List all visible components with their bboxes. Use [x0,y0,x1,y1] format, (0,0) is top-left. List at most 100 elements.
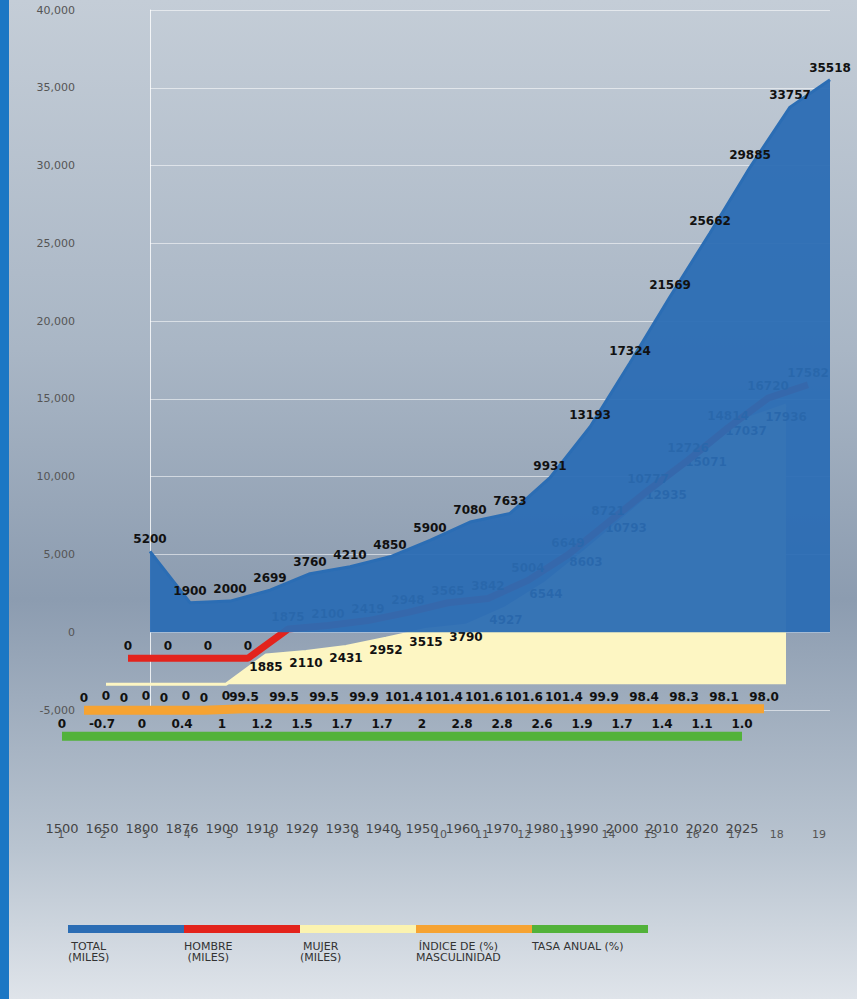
svg-text:2.6: 2.6 [531,717,552,731]
svg-text:1.1: 1.1 [691,717,712,731]
svg-text:1900: 1900 [205,821,238,836]
svg-text:16: 16 [686,828,700,841]
svg-text:1885: 1885 [249,660,282,674]
svg-text:MASCULINIDAD: MASCULINIDAD [416,951,501,964]
svg-text:18: 18 [770,828,784,841]
svg-text:101.6: 101.6 [505,690,543,704]
svg-text:98.3: 98.3 [669,690,699,704]
svg-text:35518: 35518 [809,61,851,75]
svg-text:33757: 33757 [769,88,811,102]
svg-text:101.4: 101.4 [545,690,583,704]
svg-text:12: 12 [517,828,531,841]
svg-text:17324: 17324 [609,344,651,358]
svg-text:1960: 1960 [445,821,478,836]
svg-text:2: 2 [100,828,107,841]
svg-text:0: 0 [222,689,230,703]
svg-text:1.7: 1.7 [611,717,632,731]
svg-text:4210: 4210 [333,548,366,562]
svg-text:101.6: 101.6 [465,690,503,704]
svg-text:0: 0 [142,689,150,703]
svg-text:3: 3 [142,828,149,841]
svg-text:0: 0 [58,717,66,731]
svg-text:9931: 9931 [533,459,566,473]
svg-text:25662: 25662 [689,214,731,228]
svg-text:0: 0 [80,691,88,705]
svg-text:98.0: 98.0 [749,690,779,704]
svg-text:(MILES): (MILES) [188,951,229,964]
svg-text:0.4: 0.4 [171,717,192,731]
svg-text:4: 4 [184,828,191,841]
svg-text:0: 0 [68,626,75,639]
svg-text:2952: 2952 [369,643,402,657]
svg-text:15: 15 [644,828,658,841]
svg-text:7080: 7080 [453,503,486,517]
svg-text:5,000: 5,000 [44,548,76,561]
svg-text:0: 0 [120,691,128,705]
svg-text:0: 0 [244,639,252,653]
svg-text:3790: 3790 [449,630,482,644]
svg-text:0: 0 [124,639,132,653]
svg-text:(MILES): (MILES) [68,951,109,964]
svg-text:10: 10 [433,828,447,841]
svg-text:1900: 1900 [173,584,206,598]
svg-text:0: 0 [200,691,208,705]
svg-text:2: 2 [418,717,426,731]
svg-text:29885: 29885 [729,148,771,162]
svg-text:10,000: 10,000 [37,470,76,483]
svg-text:98.1: 98.1 [709,690,739,704]
svg-text:99.9: 99.9 [589,690,619,704]
svg-text:3760: 3760 [293,555,326,569]
svg-text:8: 8 [352,828,359,841]
svg-text:1876: 1876 [165,821,198,836]
svg-text:0: 0 [102,689,110,703]
svg-text:4850: 4850 [373,538,406,552]
svg-text:99.5: 99.5 [269,690,299,704]
svg-text:13: 13 [559,828,573,841]
svg-text:3515: 3515 [409,635,442,649]
svg-text:17: 17 [728,828,742,841]
svg-text:20,000: 20,000 [37,315,76,328]
svg-text:35,000: 35,000 [37,81,76,94]
svg-text:19: 19 [812,828,826,841]
svg-text:0: 0 [182,689,190,703]
svg-text:2000: 2000 [213,582,246,596]
svg-text:6: 6 [268,828,275,841]
svg-text:1970: 1970 [485,821,518,836]
svg-text:0: 0 [138,717,146,731]
svg-text:5900: 5900 [413,521,446,535]
svg-text:99.5: 99.5 [309,690,339,704]
svg-text:40,000: 40,000 [37,4,76,17]
svg-text:1.5: 1.5 [291,717,312,731]
svg-text:1.7: 1.7 [371,717,392,731]
svg-text:-5,000: -5,000 [40,704,75,717]
svg-text:98.4: 98.4 [629,690,659,704]
svg-text:0: 0 [204,639,212,653]
svg-text:101.4: 101.4 [385,690,423,704]
svg-text:1.4: 1.4 [651,717,672,731]
svg-text:101.4: 101.4 [425,690,463,704]
svg-text:0: 0 [164,639,172,653]
svg-text:99.5: 99.5 [229,690,259,704]
svg-text:5200: 5200 [133,532,166,546]
svg-text:99.9: 99.9 [349,690,379,704]
svg-text:9: 9 [394,828,401,841]
svg-text:5: 5 [226,828,233,841]
svg-text:TASA ANUAL (%): TASA ANUAL (%) [531,940,624,953]
svg-text:0: 0 [160,691,168,705]
svg-text:30,000: 30,000 [37,159,76,172]
svg-text:2.8: 2.8 [491,717,512,731]
svg-text:7633: 7633 [493,494,526,508]
svg-text:2699: 2699 [253,571,286,585]
svg-text:13193: 13193 [569,408,611,422]
svg-text:15,000: 15,000 [37,392,76,405]
svg-text:1.2: 1.2 [251,717,272,731]
svg-text:1.0: 1.0 [731,717,752,731]
svg-text:11: 11 [475,828,489,841]
svg-text:21569: 21569 [649,278,691,292]
svg-text:7: 7 [310,828,317,841]
svg-text:1: 1 [218,717,226,731]
svg-text:-0.7: -0.7 [89,717,115,731]
svg-text:2.8: 2.8 [451,717,472,731]
svg-text:25,000: 25,000 [37,237,76,250]
svg-text:1.7: 1.7 [331,717,352,731]
